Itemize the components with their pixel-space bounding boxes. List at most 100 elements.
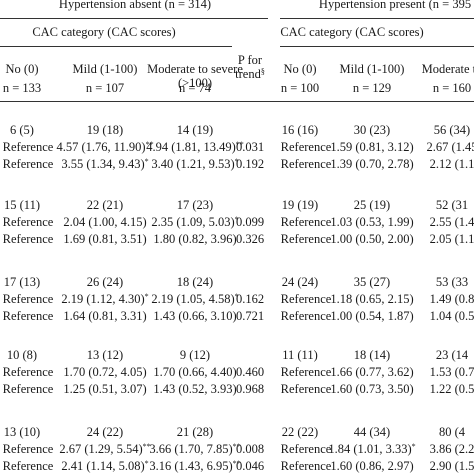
table-cell: 0.968 [235,382,265,396]
table-cell: 1.04 (0.5 [429,309,474,323]
table-cell: 1.49 (0.8 [429,292,474,306]
table-cell: 17 (23) [176,198,214,212]
table-cell: 3.16 (1.43, 6.95)** [149,459,241,473]
table-cell: 4.57 (1.76, 11.90)** [56,140,154,154]
table-cell: 1.25 (0.51, 3.07) [63,382,147,396]
column-header: (>100) [177,76,213,90]
table-cell: 13 (12) [86,348,124,362]
rule [280,18,474,19]
table-cell: 1.64 (0.81, 3.31) [63,309,147,323]
subgroup-header: CAC category (CAC scores) [32,25,176,39]
table-cell: Reference [2,157,54,171]
table-cell: 18 (24) [176,275,214,289]
table-cell: 3.40 (1.21, 9.53)* [151,157,239,171]
table-cell: 52 (31 [435,198,469,212]
table-cell: 1.22 (0.5 [429,382,474,396]
table-cell: 1.60 (0.73, 3.50) [330,382,414,396]
table-cell: Reference [2,232,54,246]
table-cell: 3.66 (1.70, 7.85)** [149,442,241,456]
table-cell: 1.66 (0.77, 3.62) [330,365,414,379]
table-cell: 53 (33 [435,275,469,289]
column-header: No (0) [5,62,39,76]
table-cell: 15 (11) [4,198,40,212]
table-cell: 0.031 [235,140,265,154]
table-cell: 56 (34) [433,123,471,137]
rule [0,46,232,47]
table-cell: 0.008 [235,442,265,456]
table-cell: 11 (11) [282,348,318,362]
subgroup-header: CAC category (CAC scores) [280,25,424,39]
table-cell: 10 (8) [6,348,38,362]
table-cell: Reference [280,232,332,246]
table-cell: Reference [2,459,54,473]
table-cell: 1.39 (0.70, 2.78) [330,157,414,171]
table-cell: 1.84 (1.01, 3.33)* [328,442,416,456]
count: n = 133 [2,81,42,95]
table-cell: 0.162 [235,292,265,306]
table-cell: 2.67 (1.29, 5.54)** [59,442,151,456]
table-cell: Reference [2,382,54,396]
table-cell: Reference [2,365,54,379]
table-cell: 2.41 (1.14, 5.08)* [61,459,149,473]
column-header: Mild (1-100) [339,62,405,76]
table-cell: 2.04 (1.00, 4.15) [63,215,147,229]
rule [280,46,474,47]
table-cell: 0.192 [235,157,265,171]
table-cell: Reference [280,309,332,323]
table-cell: 26 (24) [86,275,124,289]
table-cell: 1.70 (0.72, 4.05) [63,365,147,379]
table-cell: Reference [2,309,54,323]
table-cell: 1.03 (0.53, 1.99) [330,215,414,229]
group-header: Hypertension absent (n = 314) [58,0,212,11]
table-cell: 24 (24) [281,275,319,289]
table-cell: 2.05 (1.1 [429,232,474,246]
table-cell: Reference [280,140,332,154]
table-cell: Reference [280,215,332,229]
table-cell: 2.35 (1.09, 5.03)* [151,215,239,229]
table-cell: 16 (16) [281,123,319,137]
table-cell: 0.326 [235,232,265,246]
table-cell: Reference [280,292,332,306]
count: n = 100 [280,81,320,95]
table-cell: 1.59 (0.81, 3.12) [330,140,414,154]
rule [0,101,474,102]
group-header: Hypertension present (n = 395 [318,0,472,11]
table-cell: 0.046 [235,459,265,473]
table-cell: 3.86 (2.2 [429,442,474,456]
table-cell: Reference [2,215,54,229]
table-cell: 25 (19) [353,198,391,212]
table-cell: 1.53 (0.7 [429,365,474,379]
table-cell: 19 (18) [86,123,124,137]
table-cell: 1.00 (0.54, 1.87) [330,309,414,323]
table-cell: 2.19 (1.12, 4.30)* [61,292,149,306]
table-cell: 1.60 (0.86, 2.97) [330,459,414,473]
table-cell: 1.00 (0.50, 2.00) [330,232,414,246]
column-header: No (0) [283,62,317,76]
table-cell: 21 (28) [176,425,214,439]
table-cell: 22 (22) [281,425,319,439]
table-cell: 1.70 (0.66, 4.40) [153,365,237,379]
column-header: Moderate to severe [147,62,243,76]
table-cell: 1.43 (0.66, 3.10) [153,309,237,323]
table-cell: 2.19 (1.05, 4.58)* [151,292,239,306]
column-header: P for [237,53,263,67]
count: n = 129 [352,81,392,95]
table-cell: 35 (27) [353,275,391,289]
table-cell: Reference [280,382,332,396]
table-cell: Reference [280,365,332,379]
column-header: Mild (1-100) [72,62,138,76]
table-cell: 44 (34) [353,425,391,439]
table-cell: 18 (14) [353,348,391,362]
table-cell: 1.80 (0.82, 3.96) [153,232,237,246]
table-cell: 19 (19) [281,198,319,212]
table-cell: 2.90 (1.5 [429,459,474,473]
count: n = 107 [85,81,125,95]
table-cell: 2.67 (1.45 [426,140,474,154]
table-cell: 22 (21) [86,198,124,212]
table-cell: 0.721 [235,309,265,323]
column-header: Moderate to [421,62,474,76]
table-cell: Reference [2,442,54,456]
table-cell: 1.18 (0.65, 2.15) [330,292,414,306]
count: n = 160 [432,81,472,95]
